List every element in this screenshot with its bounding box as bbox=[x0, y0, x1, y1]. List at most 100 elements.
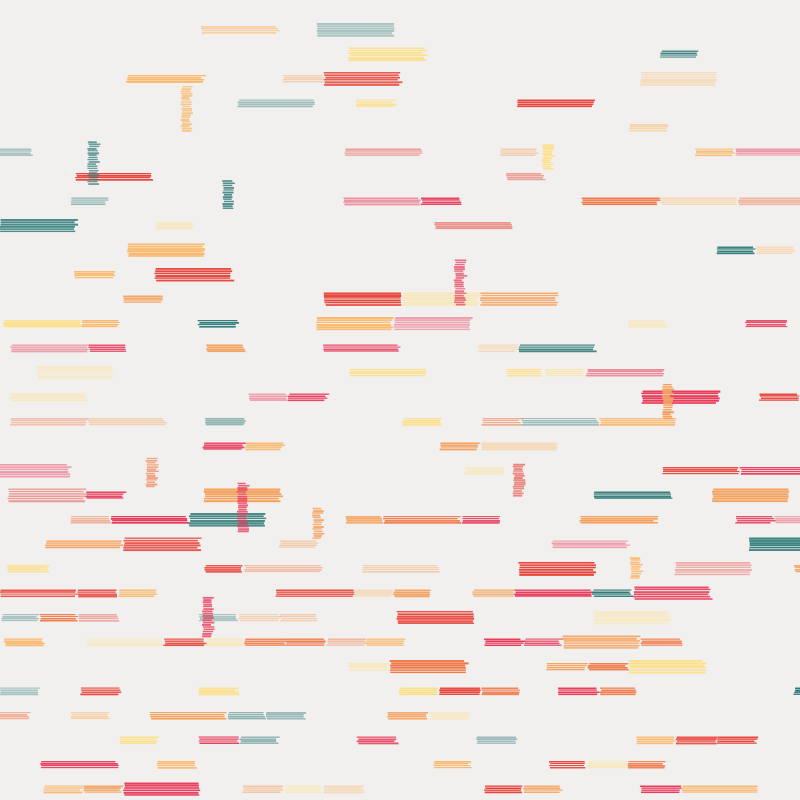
stroke bbox=[349, 667, 388, 669]
stroke bbox=[8, 500, 86, 503]
dash bbox=[70, 712, 111, 720]
dash bbox=[659, 50, 699, 58]
stroke bbox=[522, 422, 599, 424]
dash bbox=[198, 736, 240, 745]
dash bbox=[481, 687, 520, 696]
stroke bbox=[552, 540, 629, 542]
stroke bbox=[661, 50, 699, 52]
dash bbox=[145, 457, 159, 488]
stroke bbox=[0, 691, 39, 694]
stroke bbox=[523, 785, 560, 788]
stroke bbox=[454, 281, 464, 284]
stroke bbox=[182, 112, 193, 115]
stroke bbox=[313, 519, 325, 522]
dash bbox=[205, 418, 246, 426]
stroke bbox=[521, 418, 597, 420]
stroke bbox=[323, 292, 401, 295]
stroke bbox=[76, 175, 152, 177]
stroke bbox=[150, 716, 225, 718]
dash bbox=[639, 785, 682, 794]
stroke bbox=[0, 714, 28, 716]
stroke bbox=[88, 344, 126, 346]
dash bbox=[0, 687, 41, 696]
dash bbox=[201, 26, 280, 34]
stroke bbox=[594, 491, 671, 494]
dash bbox=[123, 537, 202, 552]
stroke bbox=[189, 524, 265, 527]
stroke bbox=[41, 761, 116, 763]
stroke bbox=[514, 589, 591, 591]
dash bbox=[0, 589, 78, 598]
stroke bbox=[348, 56, 424, 60]
stroke bbox=[352, 595, 391, 597]
stroke bbox=[386, 716, 427, 718]
stroke bbox=[83, 785, 124, 788]
dash bbox=[681, 785, 758, 793]
dash bbox=[323, 344, 401, 352]
stroke bbox=[519, 350, 597, 353]
stroke bbox=[521, 420, 598, 422]
stroke bbox=[276, 591, 355, 593]
dash bbox=[81, 320, 120, 328]
stroke bbox=[146, 464, 159, 466]
stroke bbox=[601, 689, 636, 692]
stroke bbox=[717, 250, 754, 253]
stroke bbox=[275, 595, 353, 597]
stroke bbox=[146, 468, 157, 471]
stroke bbox=[358, 738, 397, 741]
stroke bbox=[587, 765, 629, 767]
stroke bbox=[75, 179, 153, 181]
stroke bbox=[674, 573, 750, 576]
stroke bbox=[127, 250, 204, 253]
stroke bbox=[127, 79, 205, 81]
stroke bbox=[77, 593, 117, 596]
stroke bbox=[323, 348, 399, 351]
dash bbox=[500, 148, 539, 156]
stroke bbox=[70, 203, 106, 206]
dash bbox=[674, 562, 752, 576]
dash bbox=[204, 565, 243, 573]
stroke bbox=[223, 189, 234, 191]
stroke bbox=[245, 442, 284, 445]
stroke bbox=[36, 368, 113, 371]
stroke bbox=[151, 718, 227, 720]
dash bbox=[628, 660, 707, 674]
stroke bbox=[393, 324, 470, 326]
stroke bbox=[4, 638, 43, 640]
stroke bbox=[266, 712, 307, 714]
stroke bbox=[549, 767, 586, 769]
stroke bbox=[202, 621, 215, 624]
stroke bbox=[520, 344, 595, 346]
stroke bbox=[145, 472, 155, 475]
stroke bbox=[402, 424, 442, 426]
stroke bbox=[641, 74, 717, 76]
dash bbox=[662, 467, 740, 475]
dash bbox=[541, 144, 556, 170]
stroke bbox=[513, 463, 526, 466]
stroke bbox=[202, 633, 212, 635]
dash bbox=[546, 663, 588, 671]
stroke bbox=[660, 54, 698, 56]
stroke bbox=[390, 669, 466, 671]
stroke bbox=[462, 516, 500, 518]
stroke bbox=[237, 519, 247, 522]
stroke bbox=[204, 442, 246, 445]
stroke bbox=[146, 481, 156, 483]
stroke bbox=[455, 272, 464, 275]
stroke bbox=[756, 246, 794, 248]
stroke bbox=[594, 620, 670, 622]
stroke bbox=[284, 789, 321, 791]
stroke bbox=[663, 469, 738, 471]
stroke bbox=[506, 175, 544, 177]
stroke bbox=[760, 397, 799, 400]
stroke bbox=[524, 642, 560, 645]
dash bbox=[326, 638, 366, 646]
stroke bbox=[39, 620, 78, 622]
dash bbox=[0, 148, 33, 157]
dash bbox=[80, 687, 122, 696]
stroke bbox=[481, 444, 557, 447]
stroke bbox=[286, 640, 326, 643]
stroke bbox=[312, 514, 321, 517]
stroke bbox=[383, 518, 458, 520]
stroke bbox=[587, 369, 665, 371]
